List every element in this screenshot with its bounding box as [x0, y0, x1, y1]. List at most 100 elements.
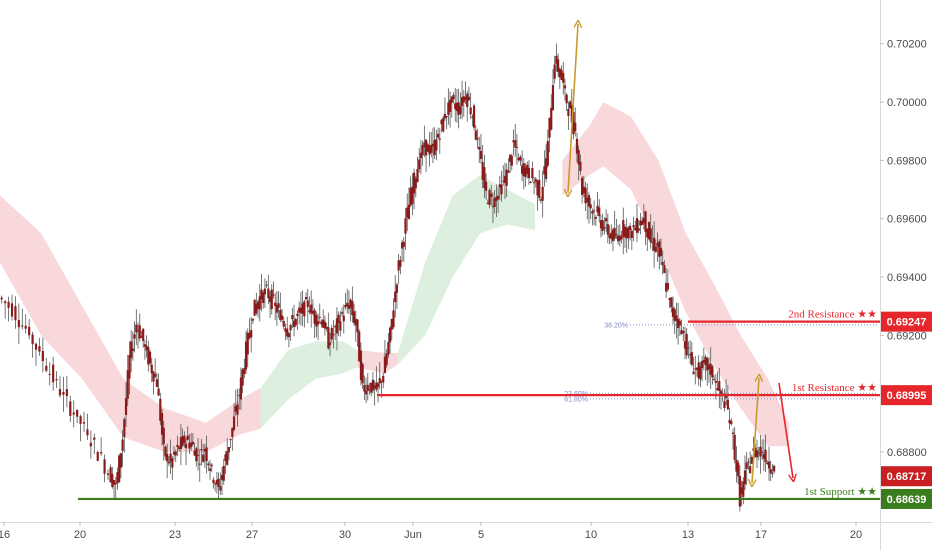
candle-body	[764, 449, 767, 463]
candle-body	[229, 439, 232, 441]
candle-body	[702, 359, 705, 363]
candle-body	[433, 140, 436, 156]
candle-body	[490, 193, 493, 197]
gold-arrow-june	[568, 24, 578, 193]
candle-body	[625, 227, 628, 239]
gold-arrow-recent	[752, 378, 759, 483]
candle-body	[635, 218, 639, 233]
candle-body	[647, 222, 651, 240]
candle-body	[749, 466, 752, 474]
candle-body	[160, 412, 164, 435]
candle-body	[385, 353, 388, 366]
candle-body	[697, 362, 700, 379]
candle-body	[476, 138, 479, 140]
candle-body	[330, 328, 333, 340]
candle-body	[666, 282, 669, 290]
candle-body	[726, 399, 729, 410]
candle-body	[467, 96, 471, 100]
candle-body	[89, 442, 92, 447]
candle-body	[745, 462, 748, 469]
candle-body	[627, 227, 630, 239]
candle-body	[212, 479, 215, 484]
candle-body	[31, 334, 34, 345]
candle-body	[275, 305, 279, 313]
candle-body	[524, 167, 527, 177]
candle-body	[234, 405, 237, 412]
candle-body	[203, 448, 206, 452]
candle-body	[404, 218, 407, 234]
candle-body	[100, 452, 103, 454]
candle-body	[238, 395, 241, 397]
candle-body	[217, 478, 220, 487]
candle-body	[167, 461, 170, 464]
candle-body	[536, 180, 539, 196]
candle-body	[376, 383, 380, 388]
candle-body	[294, 318, 297, 326]
level-label: 1st Resistance ★★	[792, 382, 877, 394]
candle-body	[363, 385, 366, 392]
candle-body	[659, 248, 663, 256]
y-tick-label: 0.69600	[887, 214, 927, 226]
candle-body	[508, 154, 512, 162]
candle-body	[335, 318, 339, 334]
candle-body	[76, 409, 79, 417]
candle-body	[587, 195, 591, 207]
candle-body	[541, 186, 544, 201]
candle-body	[62, 391, 65, 395]
candle-body	[738, 475, 741, 507]
candle-body	[121, 439, 124, 451]
candle-body	[584, 187, 587, 204]
candle-body	[267, 288, 270, 299]
candle-body	[534, 178, 537, 182]
candle-body	[743, 470, 747, 485]
fib-label: 38.20%	[604, 322, 628, 329]
candle-body	[191, 441, 194, 445]
candle-body	[186, 435, 189, 440]
candle-body	[682, 331, 685, 334]
candle-body	[462, 96, 465, 103]
candle-body	[431, 143, 435, 147]
candle-body	[496, 195, 500, 200]
candle-body	[445, 115, 448, 118]
candle-body	[342, 315, 345, 322]
candle-body	[711, 366, 714, 378]
candle-body	[630, 230, 633, 238]
candle-body	[596, 205, 599, 213]
candle-body	[421, 144, 424, 156]
candle-body	[457, 102, 460, 115]
candle-body	[215, 480, 218, 485]
candle-body	[334, 326, 337, 328]
candle-body	[219, 486, 222, 491]
x-tick-label: 17	[755, 529, 767, 541]
candle-body	[582, 186, 585, 194]
candle-body	[263, 288, 267, 295]
candle-body	[45, 365, 48, 371]
candle-body	[412, 172, 416, 194]
candle-body	[740, 487, 743, 495]
candle-body	[562, 72, 565, 83]
candle-body	[274, 302, 277, 306]
candle-body	[418, 159, 421, 170]
candle-body	[459, 106, 462, 115]
candle-body	[742, 481, 745, 497]
candle-body	[258, 296, 261, 310]
candle-body	[719, 390, 723, 394]
candle-body	[323, 321, 327, 329]
candle-body	[193, 450, 196, 456]
candle-body	[692, 371, 695, 375]
candle-body	[311, 311, 315, 314]
candle-body	[111, 473, 114, 487]
candle-body	[548, 117, 551, 138]
candle-body	[112, 480, 116, 485]
candle-body	[531, 168, 534, 179]
candle-body	[325, 326, 328, 329]
candle-body	[589, 204, 592, 209]
candle-body	[241, 369, 244, 386]
candle-body	[598, 207, 601, 217]
y-tick-label: 0.70000	[887, 97, 927, 109]
candle-body	[351, 300, 354, 316]
candle-body	[603, 227, 606, 229]
candle-body	[279, 309, 282, 321]
candle-body	[14, 306, 17, 321]
